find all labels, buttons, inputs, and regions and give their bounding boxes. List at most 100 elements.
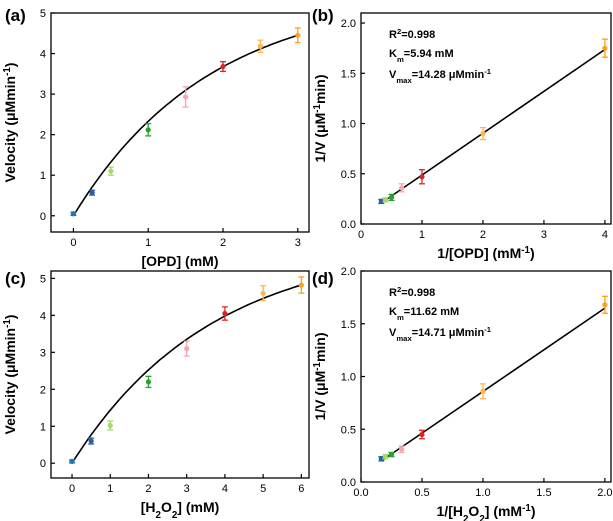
plot-frame — [50, 12, 310, 233]
panel-b: (b) 0 1 2 3 4 0.0 0.5 1.0 1.5 2.0 1/[OPD] (mM-1) 1/V… — [312, 6, 612, 261]
data-point — [295, 32, 301, 38]
x-tick-label: 5 — [260, 483, 266, 495]
data-point — [480, 130, 486, 137]
x-axis-label: 1/[H2O2] (mM-1) — [437, 503, 536, 521]
fit-curve — [380, 307, 606, 462]
data-point — [388, 194, 395, 200]
y-tick-label: 0.5 — [341, 169, 356, 181]
data-point — [419, 431, 425, 438]
data-point — [480, 388, 486, 394]
x-tick-label: 6 — [298, 483, 304, 495]
y-tick-label: 0 — [40, 458, 46, 470]
x-axis-label: [OPD] (mM) — [142, 253, 219, 269]
data-point — [399, 185, 405, 191]
y-tick-label: 1.0 — [341, 372, 356, 384]
panel-c: (c) 0 1 2 3 4 5 6 0 1 2 3 4 5 [H2O2] (mM) Velocity (μMm… — [2, 269, 310, 521]
y-tick-label: 1 — [40, 170, 46, 182]
y-tick-label: 1.5 — [341, 319, 356, 331]
plot-frame — [360, 270, 612, 483]
x-tick-label: 2 — [480, 229, 486, 241]
fit-curve — [71, 284, 302, 464]
panel-a: (a) 0 1 2 3 0 1 2 3 4 5 [OPD] (mM) Velocity (μMmin-1… — [2, 6, 310, 269]
y-tick-label: 0.0 — [341, 219, 356, 231]
vmax-annotation: Vmax=14.28 μMmin-1 — [389, 67, 492, 85]
x-tick-label: 0 — [70, 237, 76, 249]
plot-frame — [360, 12, 612, 225]
y-tick-label: 4 — [40, 49, 46, 61]
x-tick-label: 2 — [220, 237, 226, 249]
data-point — [183, 94, 189, 100]
y-axis-label: Velocity (μMmin-1) — [2, 315, 19, 435]
y-tick-label: 1.5 — [341, 68, 356, 80]
panel-label: (a) — [5, 6, 26, 25]
data-point — [222, 310, 228, 317]
y-tick-label: 2.0 — [341, 266, 356, 278]
y-tick-label: 3 — [40, 347, 46, 359]
data-point — [378, 456, 384, 462]
x-tick-label: 2.0 — [597, 487, 612, 499]
x-axis-label: [H2O2] (mM) — [141, 499, 220, 521]
x-tick-label: 1 — [419, 229, 425, 241]
data-point — [220, 63, 226, 70]
data-point — [602, 45, 608, 51]
y-axis-label: Velocity (μMmin-1) — [2, 63, 19, 183]
panel-label: (b) — [312, 6, 334, 25]
data-point — [382, 197, 388, 203]
data-point — [70, 211, 77, 217]
panel-d: (d) 0.0 0.5 1.0 1.5 2.0 0.0 0.5 1.0 1.5 2.0 1/[H2O2… — [312, 266, 613, 521]
plot-frame — [50, 270, 310, 479]
x-tick-label: 3 — [295, 237, 301, 249]
r2-annotation: R2=0.998 — [389, 27, 435, 42]
y-tick-label: 5 — [40, 273, 46, 285]
data-point — [108, 168, 114, 174]
data-point — [88, 438, 94, 444]
y-tick-label: 2.0 — [341, 18, 356, 30]
data-point — [602, 302, 608, 308]
y-tick-label: 0.5 — [341, 424, 356, 436]
x-tick-label: 0.0 — [353, 487, 368, 499]
data-point — [145, 379, 152, 385]
fit-curve — [72, 34, 299, 217]
y-tick-label: 5 — [40, 8, 46, 20]
x-tick-label: 1 — [107, 483, 113, 495]
y-tick-label: 0 — [40, 211, 46, 223]
data-point — [260, 290, 266, 296]
vmax-annotation: Vmax=14.71 μMmin-1 — [389, 325, 492, 343]
y-tick-label: 0.0 — [341, 477, 356, 489]
y-tick-label: 4 — [40, 310, 46, 322]
x-tick-label: 2 — [145, 483, 151, 495]
x-tick-label: 1.0 — [475, 487, 490, 499]
x-tick-label: 0 — [358, 229, 364, 241]
x-axis-label: 1/[OPD] (mM-1) — [437, 245, 534, 262]
x-tick-label: 4 — [222, 483, 228, 495]
y-tick-label: 2 — [40, 130, 46, 142]
data-point — [388, 451, 395, 458]
data-point — [399, 446, 405, 452]
x-tick-label: 3 — [184, 483, 190, 495]
panel-label: (d) — [312, 269, 334, 288]
x-tick-label: 1.5 — [536, 487, 551, 499]
data-point — [69, 458, 75, 464]
x-tick-label: 3 — [541, 229, 547, 241]
data-point — [89, 190, 95, 196]
data-point — [378, 198, 384, 204]
y-tick-label: 2 — [40, 384, 46, 396]
km-annotation: Km=5.94 mM — [389, 48, 454, 64]
km-annotation: Km=11.62 mM — [389, 306, 459, 322]
x-tick-label: 1 — [145, 237, 151, 249]
panel-label: (c) — [5, 269, 26, 288]
data-point — [298, 282, 304, 288]
x-tick-label: 0 — [69, 483, 75, 495]
x-tick-label: 4 — [602, 229, 608, 241]
x-tick-label: 0.5 — [414, 487, 429, 499]
data-point — [107, 422, 113, 429]
y-axis-label: 1/V (μM-1min) — [312, 332, 329, 420]
data-point — [145, 127, 151, 133]
data-point — [382, 454, 388, 460]
y-axis-label: 1/V (μM-1min) — [312, 74, 329, 162]
r2-annotation: R2=0.998 — [389, 285, 435, 300]
y-tick-label: 1 — [40, 421, 46, 433]
data-point — [257, 43, 263, 49]
y-tick-label: 1.0 — [341, 119, 356, 131]
